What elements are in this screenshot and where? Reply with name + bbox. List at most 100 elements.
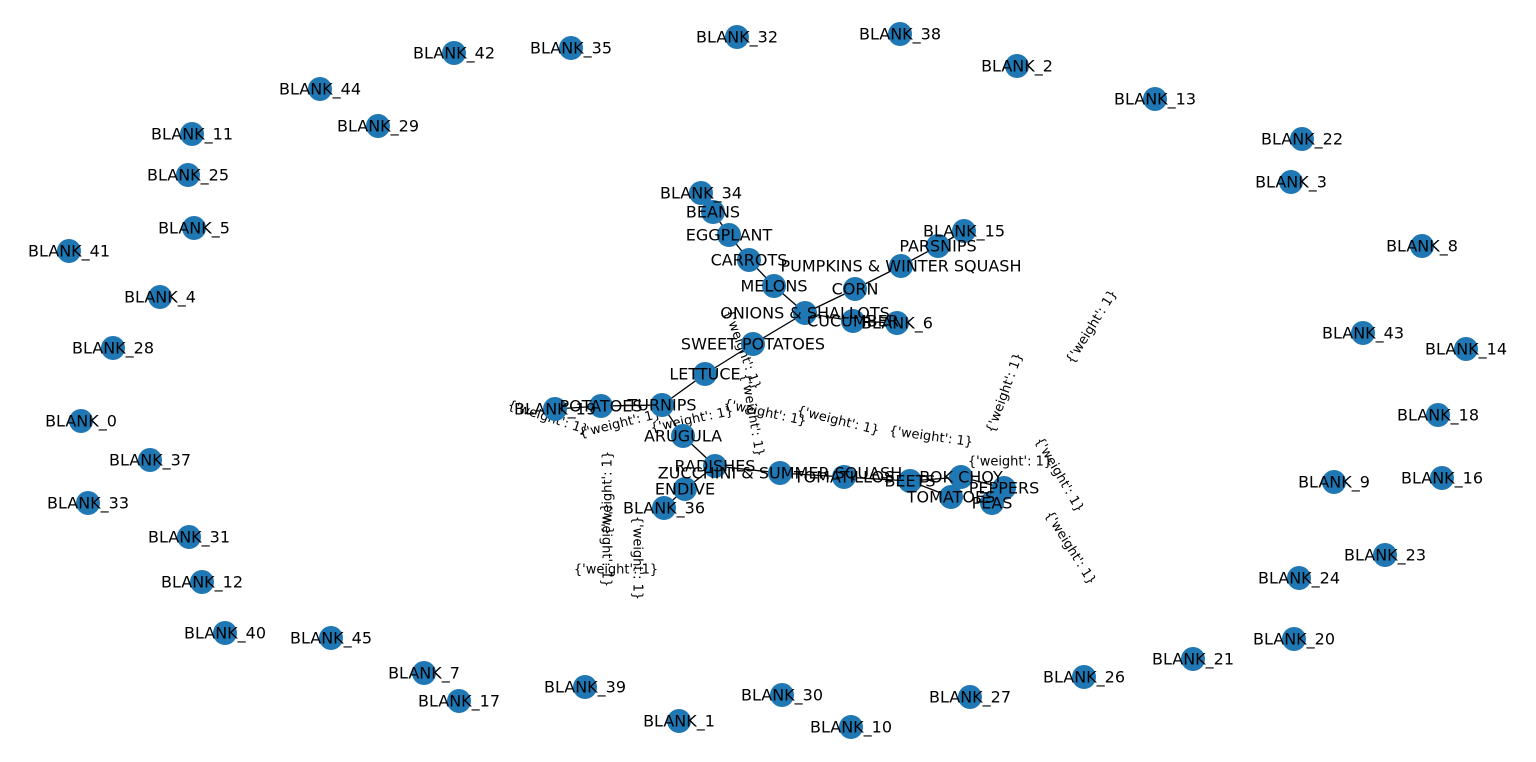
node-label-eggplant: EGGPLANT (686, 226, 773, 245)
node-label-radishes: RADISHES (675, 457, 756, 476)
node-blank-42 (442, 41, 466, 65)
node-label-blank-31: BLANK_31 (148, 528, 230, 548)
node-label-blank-13: BLANK_13 (1114, 90, 1196, 110)
node-carrots (737, 248, 761, 272)
node-blank-45 (319, 626, 343, 650)
edge-label: {'weight': 1} (1063, 287, 1120, 366)
node-label-blank-29: BLANK_29 (337, 117, 419, 137)
node-peas (980, 491, 1004, 515)
node-label-blank-38: BLANK_38 (859, 25, 941, 45)
node-blank-28 (101, 336, 125, 360)
node-label-pumpkins-winter-squash: PUMPKINS & WINTER SQUASH (781, 257, 1022, 276)
node-blank-2 (1005, 54, 1029, 78)
node-label-blank-37: BLANK_37 (109, 451, 191, 471)
node-label-blank-1: BLANK_1 (643, 712, 715, 732)
node-label-blank-34: BLANK_34 (660, 184, 742, 204)
node-blank-34 (689, 181, 713, 205)
node-label-blank-4: BLANK_4 (124, 288, 196, 308)
node-corn (843, 277, 867, 301)
node-label-blank-36: BLANK_36 (623, 499, 705, 519)
node-label-blank-35: BLANK_35 (530, 39, 612, 59)
node-blank-25 (176, 163, 200, 187)
node-label-blank-11: BLANK_11 (151, 125, 233, 145)
node-blank-16 (1430, 466, 1454, 490)
node-label-blank-44: BLANK_44 (279, 80, 361, 100)
node-label-endive: ENDIVE (655, 480, 715, 499)
node-blank-13 (1143, 87, 1167, 111)
edge-label: {'weight': 1} (630, 516, 645, 600)
node-blank-37 (138, 448, 162, 472)
node-sweet-potatoes (741, 332, 765, 356)
node-blank-7 (412, 661, 436, 685)
node-blank-44 (308, 77, 332, 101)
node-parsnips (926, 234, 950, 258)
node-blank-26 (1072, 665, 1096, 689)
node-arugula (671, 424, 695, 448)
node-label-arugula: ARUGULA (644, 427, 722, 446)
node-label-blank-12: BLANK_12 (161, 573, 243, 593)
node-blank-33 (76, 491, 100, 515)
node-label-blank-18: BLANK_18 (1397, 406, 1479, 426)
node-radishes (703, 454, 727, 478)
node-blank-27 (958, 685, 982, 709)
node-blank-4 (148, 285, 172, 309)
node-label-blank-22: BLANK_22 (1261, 130, 1343, 150)
node-pumpkins-winter-squash (889, 254, 913, 278)
edge-label: {'weight': 1} (888, 424, 974, 451)
edge-label: {'weight': 1} (795, 404, 880, 439)
node-label-sweet-potatoes: SWEET POTATOES (681, 335, 825, 354)
node-label-corn: CORN (832, 280, 879, 299)
node-label-blank-43: BLANK_43 (1322, 324, 1404, 344)
node-label-blank-6: BLANK_6 (861, 314, 933, 334)
node-label-blank-0: BLANK_0 (45, 412, 117, 432)
node-label-carrots: CARROTS (711, 251, 788, 270)
node-endive (673, 477, 697, 501)
node-label-zucchini-summer-squash: ZUCCHINI & SUMMER SQUASH (658, 464, 902, 483)
edge-label: {'weight': 1} (722, 397, 808, 429)
node-blank-38 (888, 22, 912, 46)
node-label-turnips: TURNIPS (626, 396, 696, 415)
node-blank-32 (725, 25, 749, 49)
node-blank-20 (1282, 627, 1306, 651)
node-blank-3 (1279, 170, 1303, 194)
node-blank-19 (543, 397, 567, 421)
node-label-potatoes: POTATOES (559, 397, 642, 416)
node-beans (701, 200, 725, 224)
node-blank-8 (1410, 234, 1434, 258)
node-label-tomatoes: TOMATOES (906, 488, 996, 507)
node-label-blank-39: BLANK_39 (544, 678, 626, 698)
node-blank-1 (667, 709, 691, 733)
node-blank-12 (190, 570, 214, 594)
node-label-peas: PEAS (972, 494, 1013, 513)
node-label-blank-5: BLANK_5 (158, 219, 230, 239)
node-label-blank-21: BLANK_21 (1152, 650, 1234, 670)
node-label-blank-3: BLANK_3 (1255, 173, 1327, 193)
node-label-blank-26: BLANK_26 (1043, 668, 1125, 688)
node-blank-21 (1181, 647, 1205, 671)
edge-label: {'weight': 1} (601, 451, 616, 535)
node-label-blank-28: BLANK_28 (72, 339, 154, 359)
node-label-blank-14: BLANK_14 (1425, 340, 1507, 360)
node-label-blank-42: BLANK_42 (413, 44, 495, 64)
node-label-parsnips: PARSNIPS (899, 237, 976, 256)
node-potatoes (589, 394, 613, 418)
node-blank-36 (652, 496, 676, 520)
node-blank-31 (177, 525, 201, 549)
node-eggplant (717, 223, 741, 247)
node-blank-15 (952, 219, 976, 243)
node-blank-6 (885, 311, 909, 335)
node-label-blank-16: BLANK_16 (1401, 469, 1483, 489)
node-blank-29 (366, 114, 390, 138)
node-bok-choy (949, 465, 973, 489)
node-blank-23 (1373, 543, 1397, 567)
node-label-blank-32: BLANK_32 (696, 28, 778, 48)
node-label-bok-choy: BOK CHOY (919, 468, 1003, 487)
node-label-onions-shallots: ONIONS & SHALLOTS (720, 304, 890, 323)
node-melons (762, 274, 786, 298)
node-label-peppers: PEPPERS (969, 479, 1039, 498)
node-blank-10 (839, 715, 863, 739)
edge-label: {'weight': 1} (1041, 508, 1098, 587)
node-blank-39 (573, 675, 597, 699)
node-label-tomatillos: TOMATILLOS (793, 468, 894, 487)
